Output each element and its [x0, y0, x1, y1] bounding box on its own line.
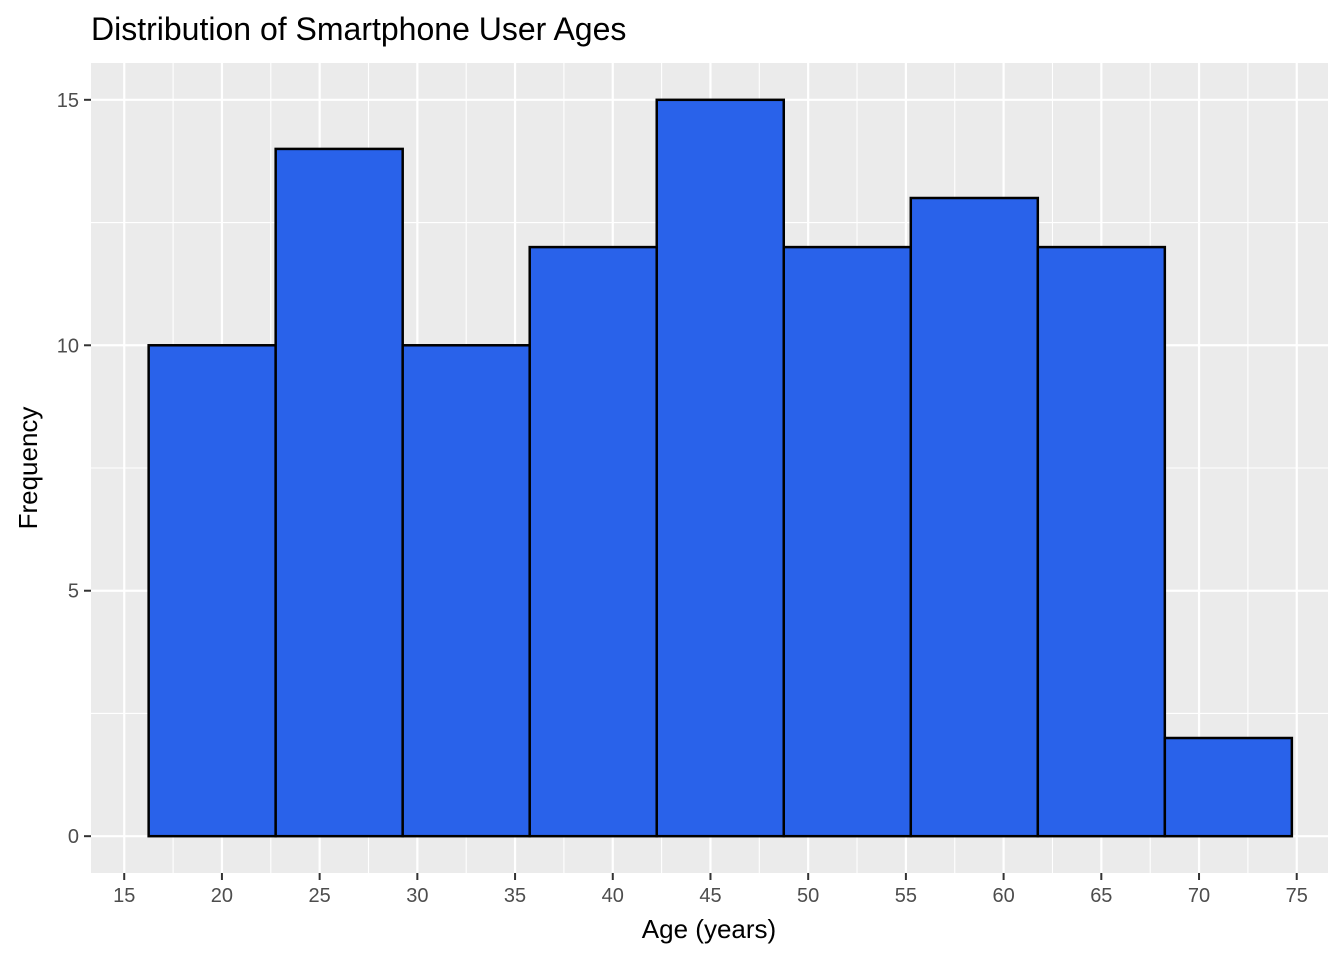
histogram-bar-2 [274, 147, 404, 838]
y-tick-label: 5 [68, 581, 79, 603]
x-axis-title: Age (years) [642, 914, 776, 944]
x-axis: 15 20 25 30 35 40 45 50 55 60 65 70 75 [113, 873, 1308, 907]
x-tick-label: 35 [504, 885, 526, 907]
x-tick-label: 20 [211, 885, 233, 907]
y-axis-title: Frequency [13, 407, 43, 530]
histogram-bar-8 [1036, 245, 1167, 838]
histogram-bar-6 [782, 245, 913, 838]
x-tick-label: 70 [1188, 885, 1210, 907]
histogram-bar-1 [147, 344, 277, 838]
x-tick-label: 40 [602, 885, 624, 907]
y-tick-label: 0 [68, 826, 79, 848]
x-tick-label: 15 [113, 885, 135, 907]
y-tick-label: 10 [57, 335, 79, 357]
histogram-bar-3 [401, 344, 531, 838]
x-tick-label: 50 [797, 885, 819, 907]
x-tick-label: 65 [1090, 885, 1112, 907]
y-axis: 0 5 10 15 [57, 90, 91, 848]
x-tick-label: 60 [992, 885, 1014, 907]
chart-title: Distribution of Smartphone User Ages [91, 11, 626, 47]
y-tick-label: 15 [57, 90, 79, 112]
x-tick-label: 75 [1286, 885, 1308, 907]
histogram-bar-7 [909, 196, 1040, 838]
histogram-bar-9 [1163, 736, 1294, 838]
x-tick-label: 45 [699, 885, 721, 907]
histogram-bar-4 [528, 245, 658, 838]
x-tick-label: 25 [309, 885, 331, 907]
x-tick-label: 30 [406, 885, 428, 907]
histogram-bars [147, 98, 1294, 838]
x-tick-label: 55 [895, 885, 917, 907]
histogram-bar-5 [655, 98, 786, 838]
